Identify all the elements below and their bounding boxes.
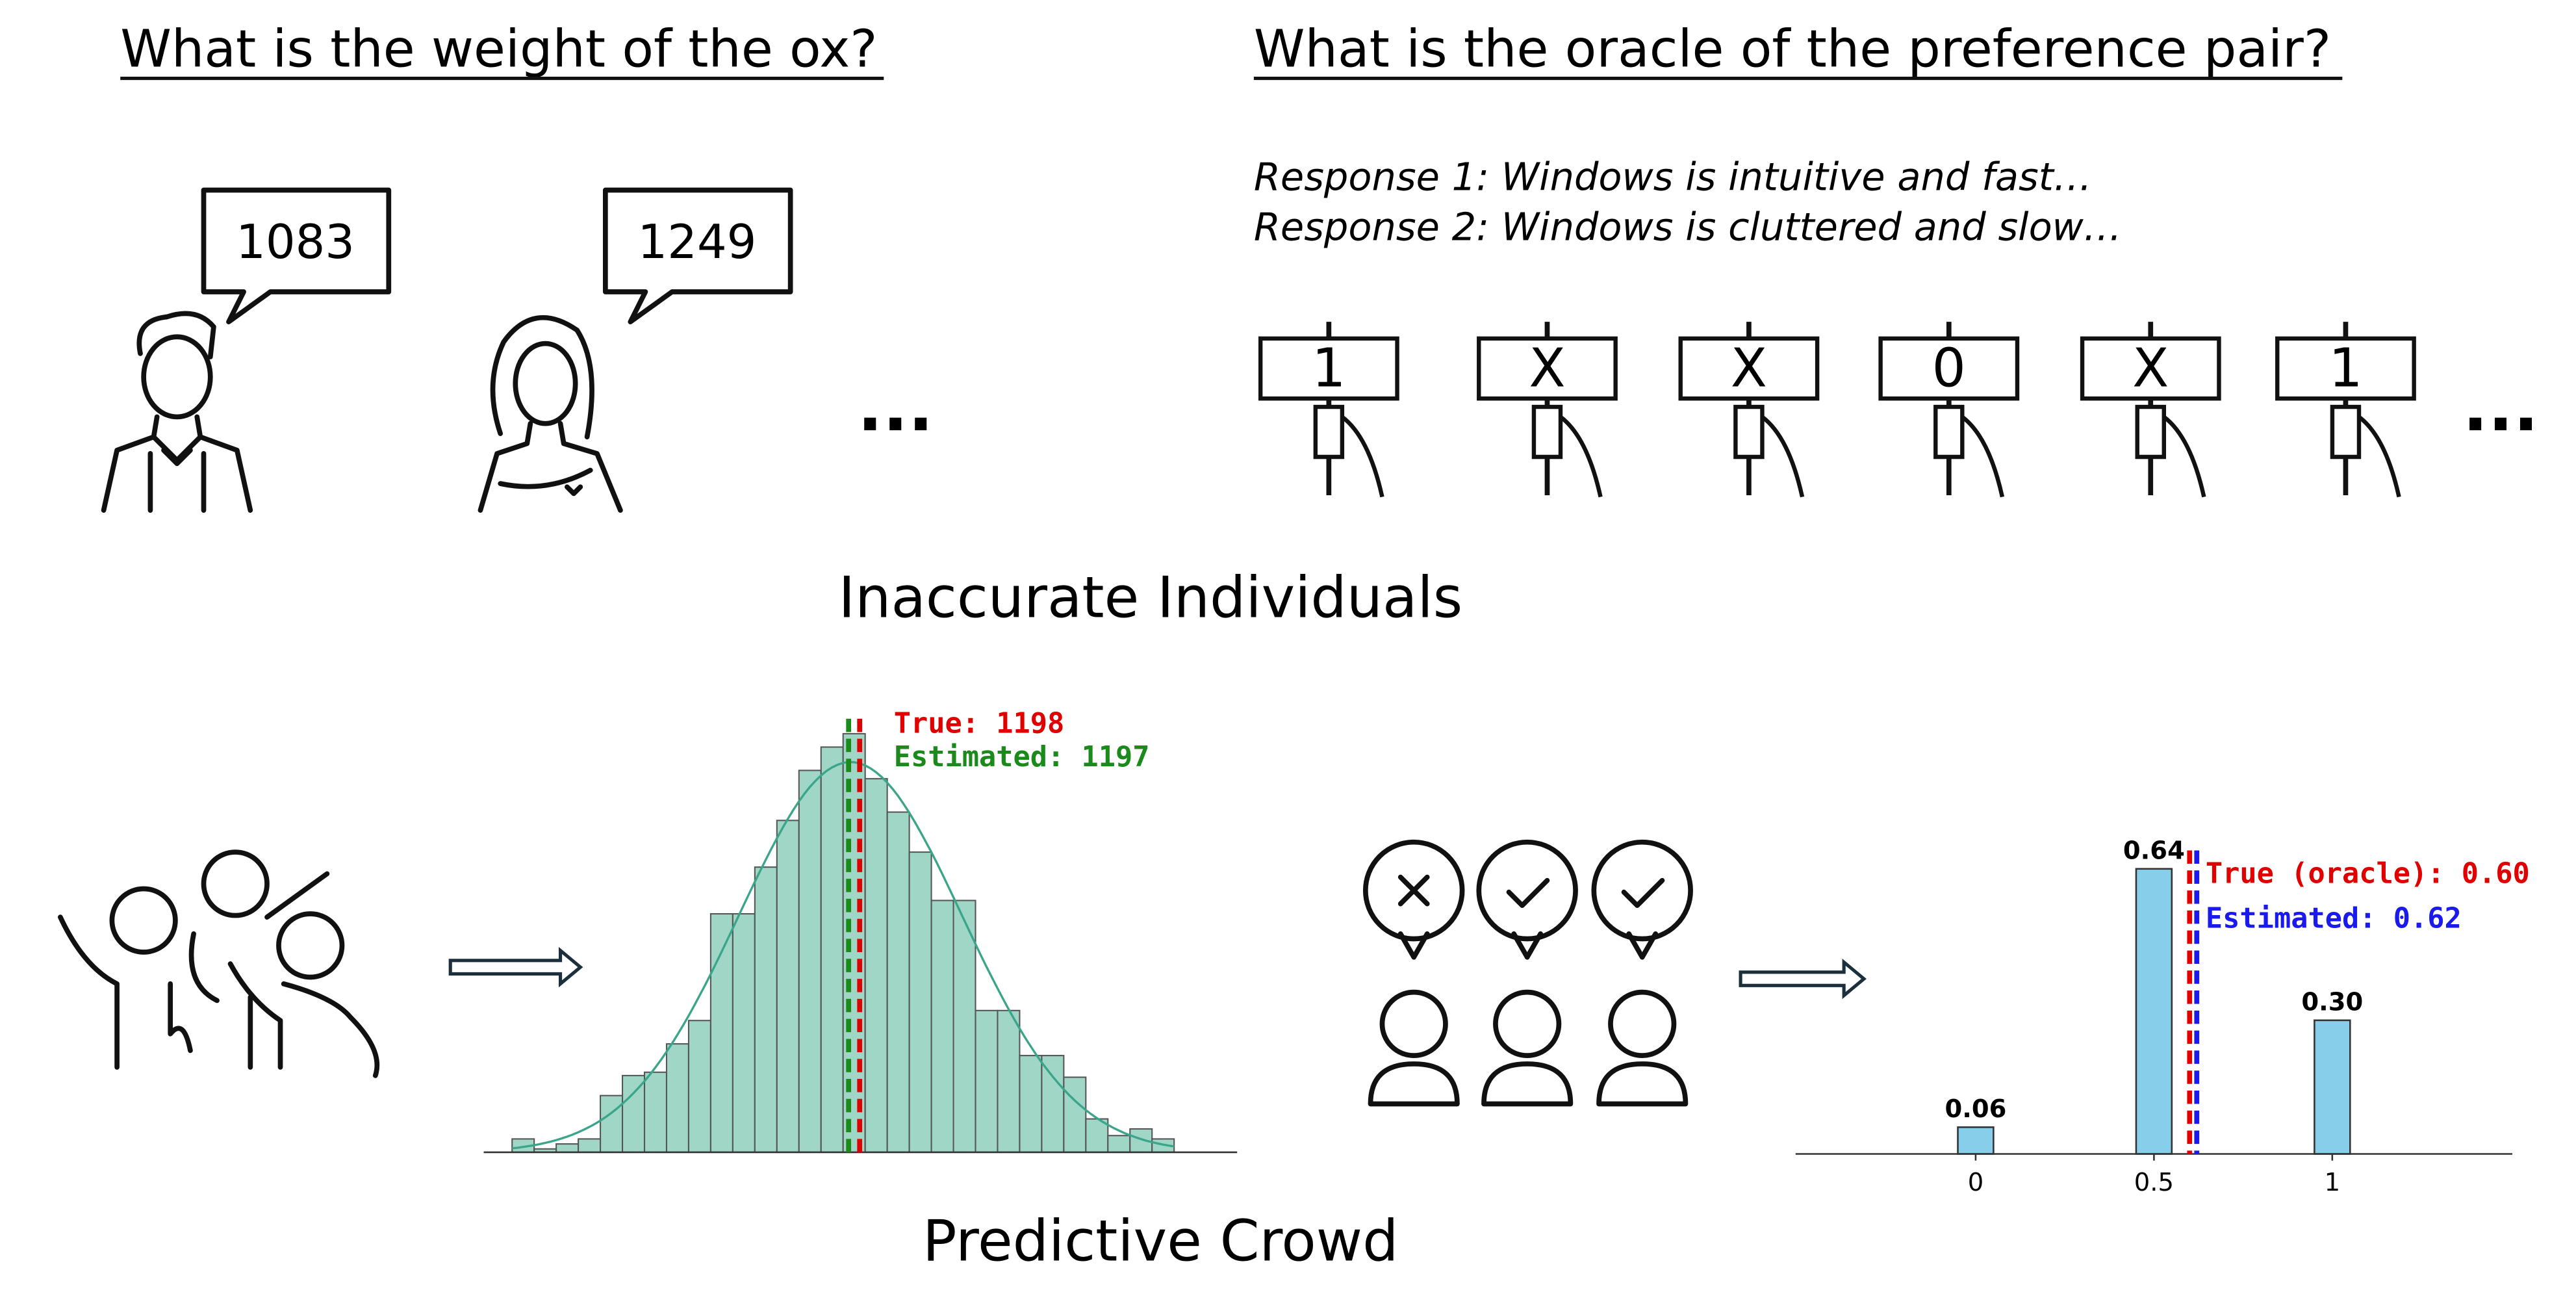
- value-label: 0.06: [1945, 1094, 2006, 1124]
- guess: 1249: [638, 214, 757, 269]
- sign-board: [1258, 336, 1399, 401]
- arrow: [448, 946, 583, 988]
- speech-bubble: [602, 187, 793, 325]
- hist-bar: [975, 1009, 999, 1153]
- hist-bar: [643, 1071, 668, 1153]
- hand: [1313, 404, 1384, 498]
- hand: [2135, 404, 2206, 498]
- x-tick-label: 0.5: [2134, 1168, 2174, 1197]
- x-tick-label: 0: [1968, 1168, 1983, 1197]
- reference-label: Estimated: 0.62: [2206, 903, 2462, 935]
- right-question: What is the oracle of the preference pai…: [1254, 19, 2331, 79]
- ellipsis: ...: [858, 369, 934, 446]
- man-icon: [101, 311, 253, 513]
- hist-bar: [665, 1043, 689, 1153]
- sign-label: X: [2132, 338, 2169, 400]
- hist-bar: [908, 851, 932, 1153]
- hand: [1933, 404, 2005, 498]
- ellipsis: ...: [2463, 369, 2539, 446]
- hand: [1531, 404, 1603, 498]
- sign-board: [2080, 336, 2221, 401]
- reference-label: True: 1198: [894, 708, 1065, 740]
- hist-bar: [798, 770, 822, 1153]
- hist-bar: [555, 1143, 580, 1153]
- section-label: Inaccurate Individuals: [838, 564, 1462, 630]
- hist-bar: [776, 820, 800, 1153]
- voters-icon: [1362, 839, 1693, 1107]
- response: Response 2: Windows is cluttered and slo…: [1254, 204, 2122, 249]
- hist-bar: [886, 811, 910, 1153]
- crowd-icon: [57, 849, 380, 1078]
- density-curve: [512, 760, 1175, 1150]
- hist-bar: [622, 1074, 646, 1153]
- sign-board: [1678, 336, 1820, 401]
- sign-board: [1477, 336, 1618, 401]
- sign-label: X: [1731, 338, 1767, 400]
- arrow: [1739, 958, 1867, 1000]
- hist-bar: [930, 899, 954, 1153]
- hist-bar: [820, 746, 844, 1153]
- reference-label: Estimated: 1197: [894, 741, 1150, 773]
- sign-label: X: [1529, 338, 1565, 400]
- reference-label: True (oracle): 0.60: [2206, 857, 2530, 890]
- bar: [2314, 1019, 2351, 1155]
- hist-bar: [864, 778, 888, 1153]
- speech-bubble: [201, 187, 392, 325]
- bar: [2135, 868, 2173, 1155]
- hist-bar: [997, 1009, 1021, 1153]
- hist-bar: [952, 899, 976, 1153]
- hist-bar: [732, 912, 756, 1153]
- x-tick-label: 1: [2325, 1168, 2340, 1197]
- bar: [1957, 1126, 1995, 1155]
- sign-board: [2275, 336, 2416, 401]
- hist-bar: [1063, 1076, 1087, 1153]
- section-label: Predictive Crowd: [923, 1208, 1399, 1275]
- hist-bar: [687, 1020, 711, 1153]
- hand: [2330, 404, 2401, 498]
- sign-label: 1: [1312, 338, 1345, 400]
- hist-bar: [578, 1138, 602, 1153]
- sign-label: 1: [2328, 338, 2362, 400]
- hand: [1733, 404, 1805, 498]
- response: Response 1: Windows is intuitive and fas…: [1254, 154, 2092, 199]
- value-label: 0.64: [2123, 836, 2185, 865]
- hist-bar: [600, 1094, 624, 1153]
- value-label: 0.30: [2301, 987, 2363, 1016]
- hist-bar: [1019, 1055, 1043, 1153]
- sign-label: 0: [1932, 338, 1966, 400]
- sign-board: [1878, 336, 2020, 401]
- hist-bar: [1041, 1055, 1065, 1153]
- hist-bar: [754, 866, 778, 1153]
- guess: 1083: [236, 214, 355, 269]
- woman-icon: [478, 315, 623, 513]
- left-question: What is the weight of the ox?: [120, 19, 877, 79]
- hist-bar: [1107, 1135, 1131, 1153]
